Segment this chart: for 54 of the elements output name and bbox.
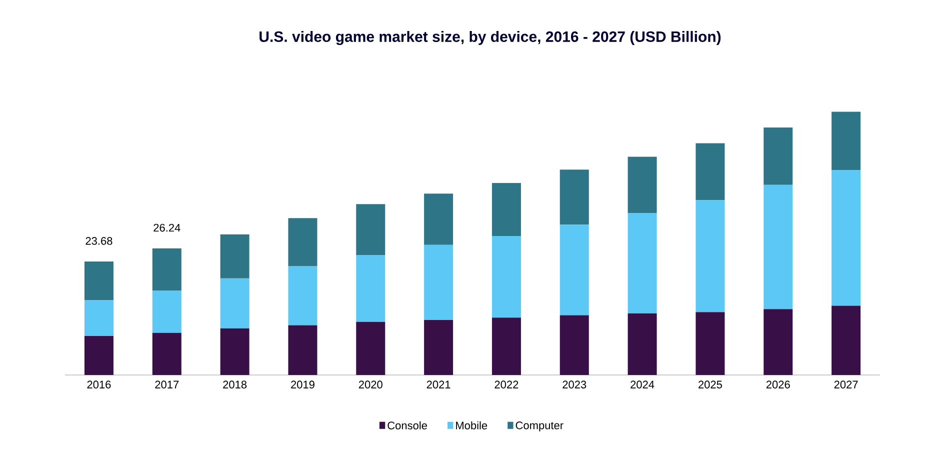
bar [696,143,725,200]
bar [492,318,521,375]
bar [288,266,318,326]
bar [152,248,182,291]
bar [832,306,861,375]
bar [220,328,250,375]
bar [220,234,250,278]
chart-title: U.S. video game market size, by device, 2016 - 2027 (USD Billion) [260,30,721,46]
x-tick-label: 2021 [426,380,450,388]
x-tick-label: 2019 [291,380,314,388]
bar [84,336,114,375]
annotation: 26.24 [154,224,180,232]
x-tick-label: 2020 [358,380,382,388]
annotation: 23.68 [86,237,112,245]
bar [424,244,454,320]
bar [696,312,725,375]
bar [152,290,182,333]
bar [832,170,861,306]
x-tick-label: 2022 [494,380,518,388]
bar [560,315,589,375]
bar [628,313,657,375]
bar [628,156,657,214]
bar [356,255,386,322]
bar [492,236,521,318]
bar [220,278,250,328]
legend-label: Computer [516,421,564,432]
legend-label: Console [388,421,427,430]
bar [764,127,793,185]
bar [356,204,386,256]
bar [84,262,114,300]
bar [628,213,657,314]
bar [84,300,114,336]
bar [424,320,454,375]
bar [560,224,589,316]
x-tick-label: 2016 [87,380,111,388]
bar [764,309,793,375]
x-tick-label: 2018 [223,380,247,388]
x-tick-label: 2024 [630,380,654,388]
bar [356,322,386,375]
legend-label: Mobile [456,421,488,430]
bar [832,112,861,170]
x-tick-label: 2025 [698,380,722,388]
bar [492,183,521,236]
bar [152,332,182,375]
bar [288,325,318,375]
bar [696,200,725,312]
bar [424,194,454,245]
x-tick-label: 2026 [766,380,790,388]
x-tick-label: 2023 [562,380,586,388]
bar [764,184,793,310]
x-tick-label: 2017 [155,380,179,388]
bar [560,170,589,225]
bar [288,218,318,266]
x-tick-label: 2027 [834,380,858,388]
